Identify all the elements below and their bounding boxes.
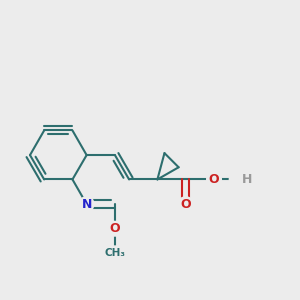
Text: CH₃: CH₃ [104,248,125,258]
Circle shape [108,221,122,236]
Text: O: O [209,173,219,186]
Text: O: O [180,198,191,211]
Text: N: N [81,198,92,211]
Circle shape [178,197,193,212]
Circle shape [79,197,94,212]
Circle shape [229,172,244,187]
Circle shape [108,246,122,261]
Circle shape [207,172,221,187]
Text: O: O [110,222,120,235]
Text: H: H [242,173,252,186]
